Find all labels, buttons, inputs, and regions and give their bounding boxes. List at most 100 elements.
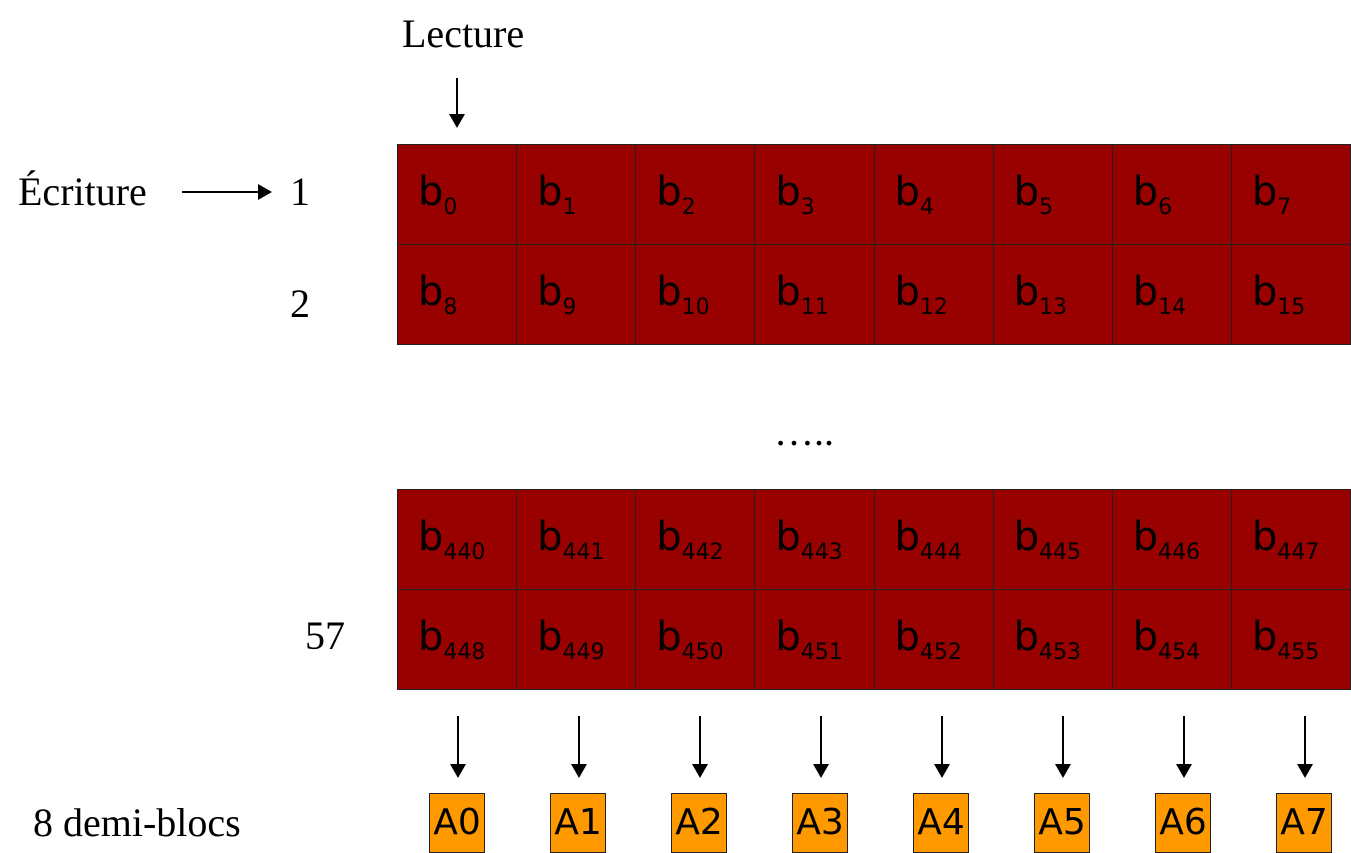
block-index: 448 [443, 640, 486, 665]
block-prefix: b [418, 269, 444, 315]
block-cell-b448: b448 [396, 589, 518, 690]
block-prefix: b [1251, 514, 1278, 560]
block-index: 6 [1158, 195, 1173, 220]
block-prefix: b [775, 169, 801, 215]
block-index: 10 [681, 295, 710, 320]
block-cell-b440: b440 [396, 489, 518, 590]
block-cell-b453: b453 [992, 589, 1113, 690]
block-prefix: b [1251, 614, 1278, 660]
block-prefix: b [418, 169, 444, 215]
block-prefix: b [656, 169, 682, 215]
half-block-a0: A0 [429, 793, 485, 853]
block-prefix: b [537, 614, 563, 660]
block-index: 442 [681, 540, 724, 565]
block-cell-b6: b6 [1111, 144, 1232, 245]
block-prefix: b [418, 614, 444, 660]
block-index: 8 [443, 295, 458, 320]
block-index: 452 [919, 640, 962, 665]
block-cell-b454: b454 [1111, 589, 1232, 690]
block-cell-b10: b10 [635, 244, 756, 345]
grid-row: b0 b1 b2 b3 b4 b5 b6 b7 [396, 144, 1351, 245]
block-prefix: b [1013, 614, 1040, 660]
block-index: 455 [1277, 640, 1320, 665]
block-prefix: b [537, 269, 563, 315]
block-index: 447 [1277, 540, 1320, 565]
read-label: Lecture [402, 11, 525, 56]
block-prefix: b [537, 514, 563, 560]
block-cell-b444: b444 [873, 489, 994, 590]
block-index: 12 [919, 295, 948, 320]
block-cell-b451: b451 [754, 589, 875, 690]
block-cell-b9: b9 [516, 244, 637, 345]
half-block-a1: A1 [550, 793, 606, 853]
block-cell-b8: b8 [396, 244, 518, 345]
ellipsis: ….. [774, 409, 834, 454]
block-index: 2 [681, 195, 696, 220]
block-index: 4 [919, 195, 934, 220]
block-index: 1 [562, 195, 577, 220]
block-index: 0 [443, 195, 458, 220]
block-index: 443 [800, 540, 843, 565]
block-index: 449 [562, 640, 605, 665]
block-prefix: b [775, 269, 801, 315]
grid-row: b448 b449 b450 b451 b452 b453 b454 b455 [396, 589, 1351, 690]
halfblock-arrow-7 [1297, 716, 1313, 778]
block-cell-b452: b452 [873, 589, 994, 690]
block-index: 453 [1039, 640, 1082, 665]
block-index: 7 [1277, 195, 1292, 220]
half-block-a3: A3 [792, 793, 848, 853]
halfblock-arrow-4 [934, 716, 950, 778]
block-prefix: b [1251, 169, 1278, 215]
block-cell-b11: b11 [754, 244, 875, 345]
block-prefix: b [1013, 514, 1040, 560]
block-index: 15 [1277, 295, 1306, 320]
row-label-57: 57 [305, 613, 345, 658]
block-cell-b15: b15 [1230, 244, 1351, 345]
block-prefix: b [537, 169, 563, 215]
block-prefix: b [894, 514, 920, 560]
block-prefix: b [656, 614, 682, 660]
block-cell-b7: b7 [1230, 144, 1351, 245]
block-index: 445 [1039, 540, 1082, 565]
halfblock-arrow-3 [813, 716, 829, 778]
block-cell-b446: b446 [1111, 489, 1232, 590]
half-blocks-label: 8 demi-blocs [33, 800, 241, 845]
block-prefix: b [1013, 169, 1040, 215]
block-cell-b447: b447 [1230, 489, 1351, 590]
halfblock-arrow-0 [450, 716, 466, 778]
block-cell-b5: b5 [992, 144, 1113, 245]
row-label-1: 1 [290, 169, 310, 214]
block-index: 440 [443, 540, 486, 565]
block-cell-b1: b1 [516, 144, 637, 245]
block-index: 450 [681, 640, 724, 665]
block-prefix: b [1132, 169, 1159, 215]
write-label: Écriture [18, 169, 147, 214]
read-arrow [449, 78, 465, 128]
block-index: 5 [1039, 195, 1054, 220]
halfblock-arrow-5 [1055, 716, 1071, 778]
block-cell-b14: b14 [1111, 244, 1232, 345]
block-cell-b3: b3 [754, 144, 875, 245]
block-index: 11 [800, 295, 829, 320]
block-cell-b441: b441 [516, 489, 637, 590]
block-prefix: b [1132, 514, 1159, 560]
halfblock-arrow-6 [1176, 716, 1192, 778]
block-cell-b449: b449 [516, 589, 637, 690]
row-label-2: 2 [290, 281, 310, 326]
block-index: 454 [1158, 640, 1201, 665]
block-prefix: b [775, 514, 801, 560]
block-prefix: b [775, 614, 801, 660]
grid-row: b8 b9 b10 b11 b12 b13 b14 b15 [396, 244, 1351, 345]
block-prefix: b [894, 169, 920, 215]
block-prefix: b [656, 269, 682, 315]
block-cell-b443: b443 [754, 489, 875, 590]
block-prefix: b [894, 269, 920, 315]
block-grid-bottom: b440 b441 b442 b443 b444 b445 b446 b447 b448 b449… [396, 489, 1351, 690]
block-cell-b455: b455 [1230, 589, 1351, 690]
write-arrow [182, 184, 272, 200]
block-cell-b4: b4 [873, 144, 994, 245]
block-index: 14 [1158, 295, 1187, 320]
half-block-a2: A2 [671, 793, 727, 853]
halfblock-arrow-1 [571, 716, 587, 778]
block-prefix: b [656, 514, 682, 560]
